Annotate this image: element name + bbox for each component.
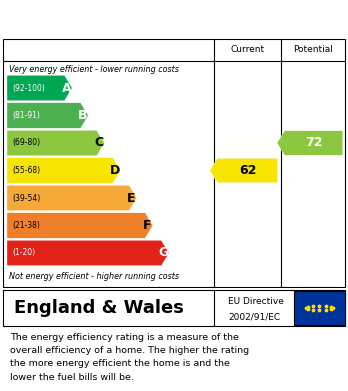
- Polygon shape: [7, 185, 137, 211]
- Text: A: A: [62, 81, 72, 95]
- Polygon shape: [7, 75, 72, 101]
- Polygon shape: [7, 240, 169, 266]
- Polygon shape: [277, 131, 343, 155]
- Text: Very energy efficient - lower running costs: Very energy efficient - lower running co…: [9, 65, 179, 74]
- Text: (81-91): (81-91): [12, 111, 40, 120]
- Text: E: E: [127, 192, 136, 204]
- Text: C: C: [95, 136, 104, 149]
- Text: (92-100): (92-100): [12, 84, 45, 93]
- Text: Energy Efficiency Rating: Energy Efficiency Rating: [9, 11, 219, 27]
- Text: 72: 72: [305, 136, 323, 149]
- FancyBboxPatch shape: [294, 291, 345, 325]
- Polygon shape: [7, 103, 88, 128]
- Polygon shape: [7, 130, 104, 156]
- Text: (39-54): (39-54): [12, 194, 40, 203]
- Polygon shape: [210, 158, 278, 183]
- Text: England & Wales: England & Wales: [14, 299, 184, 317]
- Polygon shape: [7, 213, 153, 238]
- Text: B: B: [78, 109, 88, 122]
- Text: (1-20): (1-20): [12, 249, 35, 258]
- Text: 2002/91/EC: 2002/91/EC: [228, 312, 280, 321]
- Text: (69-80): (69-80): [12, 138, 40, 147]
- Text: F: F: [143, 219, 152, 232]
- Polygon shape: [7, 158, 121, 183]
- Text: G: G: [159, 246, 169, 260]
- Text: EU Directive: EU Directive: [228, 298, 284, 307]
- Text: D: D: [110, 164, 120, 177]
- Text: 62: 62: [239, 164, 256, 177]
- Text: The energy efficiency rating is a measure of the
overall efficiency of a home. T: The energy efficiency rating is a measur…: [10, 333, 250, 382]
- Text: (55-68): (55-68): [12, 166, 40, 175]
- Text: Potential: Potential: [293, 45, 333, 54]
- Text: (21-38): (21-38): [12, 221, 40, 230]
- Text: Not energy efficient - higher running costs: Not energy efficient - higher running co…: [9, 272, 179, 281]
- Text: Current: Current: [230, 45, 265, 54]
